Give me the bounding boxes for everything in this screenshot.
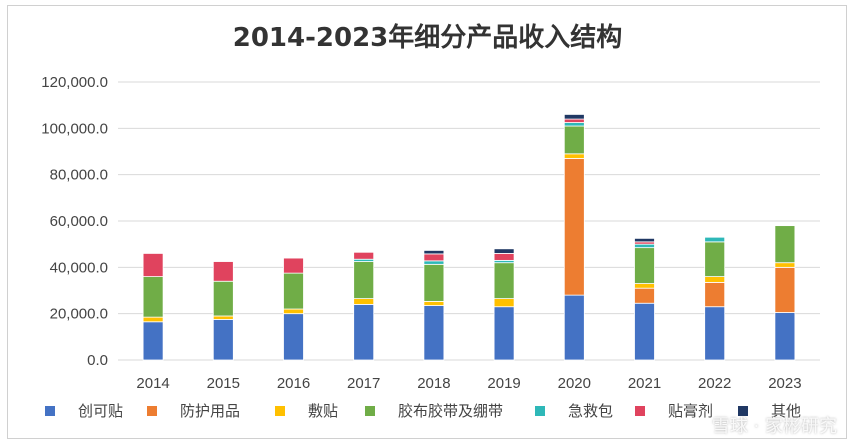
legend-label: 胶布胶带及绷带 (398, 402, 503, 420)
x-tick-label: 2021 (628, 375, 661, 392)
bar-segment (704, 236, 726, 243)
legend-swatch (365, 406, 375, 416)
x-tick-label: 2015 (207, 375, 240, 392)
x-tick-label: 2023 (768, 375, 801, 392)
bar-segment (563, 153, 585, 159)
bar-segment (283, 313, 304, 361)
bar-segment (283, 272, 304, 310)
legend-label: 创可贴 (78, 402, 123, 420)
bar-segment (353, 298, 375, 305)
bar-segment (563, 125, 585, 155)
x-tick-label: 2014 (136, 375, 169, 392)
legend-label: 敷贴 (308, 402, 338, 420)
bar-segment (493, 306, 515, 361)
y-tick-label: 120,000.0 (41, 74, 108, 91)
y-tick-label: 80,000.0 (50, 167, 108, 184)
legend-label: 防护用品 (180, 402, 240, 420)
x-tick-label: 2017 (347, 375, 380, 392)
bar-segment (634, 302, 655, 361)
legend-swatch (535, 406, 545, 416)
bar-segment (283, 308, 304, 315)
bar-segment (634, 247, 655, 284)
legend-swatch (738, 406, 748, 416)
bar-segment (563, 114, 585, 120)
x-tick-label: 2020 (558, 375, 591, 392)
legend-label: 贴膏剂 (668, 402, 713, 420)
bar-segment (563, 118, 585, 123)
bar-segment (283, 257, 304, 274)
bar-segment (423, 250, 445, 255)
y-tick-label: 40,000.0 (50, 259, 108, 276)
bar-segment (493, 262, 515, 300)
gridlines (118, 81, 820, 361)
bar-segment (142, 321, 164, 361)
bar-segment (423, 300, 445, 306)
bar-segment (704, 281, 726, 308)
bar-segment (563, 122, 585, 127)
bar-segment (423, 253, 445, 262)
bar-segment (704, 241, 726, 278)
bar-segment (142, 253, 164, 278)
y-tick-label: 0.0 (87, 352, 108, 369)
legend-swatch (635, 406, 645, 416)
legend-swatch (147, 406, 157, 416)
bar-segment (774, 225, 796, 264)
chart-frame (7, 5, 847, 439)
legend-label: 急救包 (568, 402, 613, 420)
legend-swatch (275, 406, 285, 416)
bar-segment (774, 266, 796, 313)
bar-segment (634, 237, 655, 243)
y-tick-label: 20,000.0 (50, 306, 108, 323)
bar-segment (493, 248, 515, 254)
bar-segment (774, 262, 796, 268)
bar-segment (634, 287, 655, 304)
x-tick-label: 2018 (417, 375, 450, 392)
y-axis-ticks: 0.0 20,000.0 40,000.0 60,000.0 80,000.0 100,0… (41, 74, 108, 369)
bars (142, 114, 796, 361)
y-tick-label: 100,000.0 (41, 120, 108, 137)
x-tick-label: 2019 (487, 375, 520, 392)
bar-segment (634, 243, 655, 249)
bar-segment (142, 276, 164, 318)
bar-segment (212, 315, 234, 320)
bar-segment (493, 253, 515, 261)
bar-segment (493, 298, 515, 308)
bar-segment (353, 251, 375, 260)
bar-segment (563, 158, 585, 296)
bar-segment (423, 305, 445, 361)
bar-segment (704, 276, 726, 283)
bar-segment (423, 263, 445, 302)
chart-title: 2014-2023年细分产品收入结构 (232, 23, 623, 53)
bar-segment (563, 294, 585, 361)
legend: 创可贴 防护用品 敷贴 胶布胶带及绷带 急救包 贴膏剂 其他 (45, 402, 801, 420)
legend-label: 其他 (771, 402, 801, 420)
watermark: 雪球 · 家彬研究 (711, 416, 837, 437)
x-tick-label: 2022 (698, 375, 731, 392)
y-tick-label: 60,000.0 (50, 213, 108, 230)
bar-segment (634, 283, 655, 289)
bar-segment (353, 303, 375, 361)
bar-segment (212, 319, 234, 361)
bar-segment (704, 306, 726, 361)
bar-segment (774, 312, 796, 361)
bar-segment (212, 280, 234, 317)
x-tick-label: 2016 (277, 375, 310, 392)
legend-swatch (45, 406, 55, 416)
bar-segment (212, 261, 234, 282)
bar-segment (142, 316, 164, 323)
bar-segment (353, 261, 375, 300)
x-axis-ticks: 2014 2015 2016 2017 2018 2019 2020 2021 2022 2023 (136, 375, 801, 392)
bar-segment (423, 260, 445, 265)
